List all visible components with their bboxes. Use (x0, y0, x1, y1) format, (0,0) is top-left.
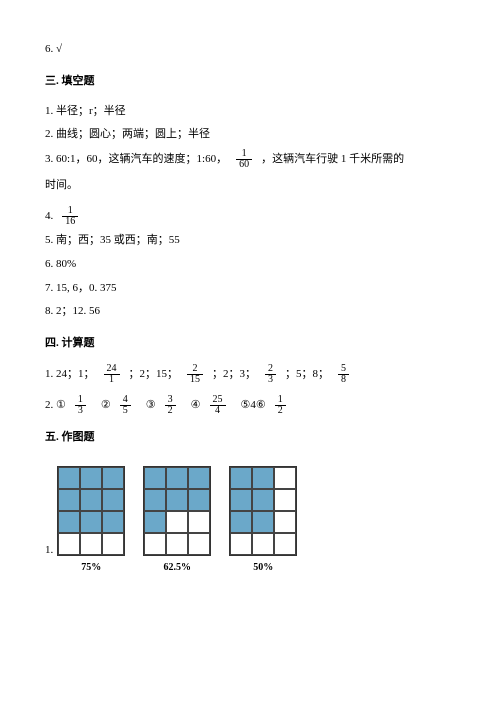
fraction-den: 5 (120, 406, 131, 416)
section-4-title: 四. 计算题 (45, 334, 455, 354)
grid-cell (166, 489, 188, 511)
grid (229, 466, 297, 556)
grid-cell (252, 533, 274, 555)
fraction-den: 2 (275, 406, 286, 416)
section-5-title: 五. 作图题 (45, 428, 455, 448)
text: ② (101, 396, 111, 416)
grid-cell (230, 511, 252, 533)
grid-cell (166, 467, 188, 489)
s5-prefix: 1. (45, 541, 53, 561)
s3-item-3a: 3. 60:1，60，这辆汽车的速度；1:60， 1 60 ，这辆汽车行驶 1 … (45, 149, 455, 170)
fraction: 1 2 (275, 395, 286, 416)
grid-cell (252, 489, 274, 511)
grid-cell (144, 489, 166, 511)
grid-cell (252, 511, 274, 533)
fraction-den: 2 (165, 406, 176, 416)
s3-3-fraction: 1 60 (236, 149, 252, 170)
grid-cell (102, 489, 124, 511)
grid-cell (230, 533, 252, 555)
grid-cell (80, 533, 102, 555)
fraction-den: 1 (104, 375, 120, 385)
fraction: 3 2 (165, 395, 176, 416)
grid-cell (144, 467, 166, 489)
s3-item-1: 1. 半径；r；半径 (45, 102, 455, 122)
text: 1. 24；1； (45, 365, 95, 385)
grid-cell (274, 489, 296, 511)
grid-cell (230, 467, 252, 489)
text: ；5；8； (285, 365, 329, 385)
grid-cell (188, 467, 210, 489)
grid-block: 62.5% (143, 466, 211, 577)
grid-cell (102, 511, 124, 533)
s3-item-5: 5. 南；西；35 或西；南；55 (45, 231, 455, 251)
fraction-den: 4 (210, 406, 226, 416)
text: ；2；3； (212, 365, 256, 385)
s3-item-4: 4. 1 16 (45, 206, 455, 227)
fraction-den: 60 (236, 160, 252, 170)
grid-cell (58, 489, 80, 511)
text: ⑤4⑥ (241, 396, 266, 416)
grid (57, 466, 125, 556)
answer-6: 6. √ (45, 40, 455, 60)
grid-cell (166, 511, 188, 533)
grid-cell (58, 511, 80, 533)
grid-cell (230, 489, 252, 511)
fraction-den: 15 (187, 375, 203, 385)
grid-cell (188, 533, 210, 555)
grid-caption: 62.5% (164, 559, 192, 577)
grid-cell (188, 489, 210, 511)
fraction-den: 3 (75, 406, 86, 416)
grid-cell (166, 533, 188, 555)
section-3-title: 三. 填空题 (45, 72, 455, 92)
grid-cell (80, 467, 102, 489)
fraction: 5 8 (338, 364, 349, 385)
s3-4-fraction: 1 16 (62, 206, 78, 227)
grid-cell (102, 467, 124, 489)
s3-item-6: 6. 80% (45, 255, 455, 275)
s3-3-text-b: ，这辆汽车行驶 1 千米所需的 (261, 150, 404, 170)
grid-cell (80, 489, 102, 511)
s3-item-3c: 时间。 (45, 176, 455, 196)
text: ；2；15； (129, 365, 179, 385)
s3-item-2: 2. 曲线；圆心；两端；圆上；半径 (45, 125, 455, 145)
grid-cell (274, 511, 296, 533)
fraction-den: 3 (265, 375, 276, 385)
grid-cell (144, 511, 166, 533)
grid-cell (144, 533, 166, 555)
grid-cell (58, 467, 80, 489)
s5-item-1: 1. 75% 62.5% 50% (45, 458, 455, 577)
text: 2. ① (45, 396, 66, 416)
fraction: 1 3 (75, 395, 86, 416)
fraction: 24 1 (104, 364, 120, 385)
grid-cell (80, 511, 102, 533)
fraction-den: 16 (62, 217, 78, 227)
s3-item-8: 8. 2；12. 56 (45, 302, 455, 322)
grid-cell (188, 511, 210, 533)
fraction: 2 15 (187, 364, 203, 385)
s4-line-2: 2. ① 1 3 ② 4 5 ③ 3 2 ④ 25 4 ⑤4⑥ 1 2 (45, 395, 455, 416)
grid-cell (102, 533, 124, 555)
fraction: 4 5 (120, 395, 131, 416)
grid-caption: 50% (253, 559, 273, 577)
s3-4-prefix: 4. (45, 207, 53, 227)
text: ③ (146, 396, 156, 416)
grid-caption: 75% (81, 559, 101, 577)
grid-cell (58, 533, 80, 555)
grid-cell (252, 467, 274, 489)
fraction-den: 8 (338, 375, 349, 385)
grid-cell (274, 533, 296, 555)
grid-block: 75% (57, 466, 125, 577)
s3-3-text-a: 3. 60:1，60，这辆汽车的速度；1:60， (45, 150, 227, 170)
grid-cell (274, 467, 296, 489)
fraction: 2 3 (265, 364, 276, 385)
grid (143, 466, 211, 556)
s4-line-1: 1. 24；1； 24 1 ；2；15； 2 15 ；2；3； 2 3 ；5；8… (45, 364, 455, 385)
s3-item-7: 7. 15, 6，0. 375 (45, 279, 455, 299)
grid-block: 50% (229, 466, 297, 577)
grids-container: 75% 62.5% 50% (57, 466, 297, 577)
fraction: 25 4 (210, 395, 226, 416)
text: ④ (191, 396, 201, 416)
